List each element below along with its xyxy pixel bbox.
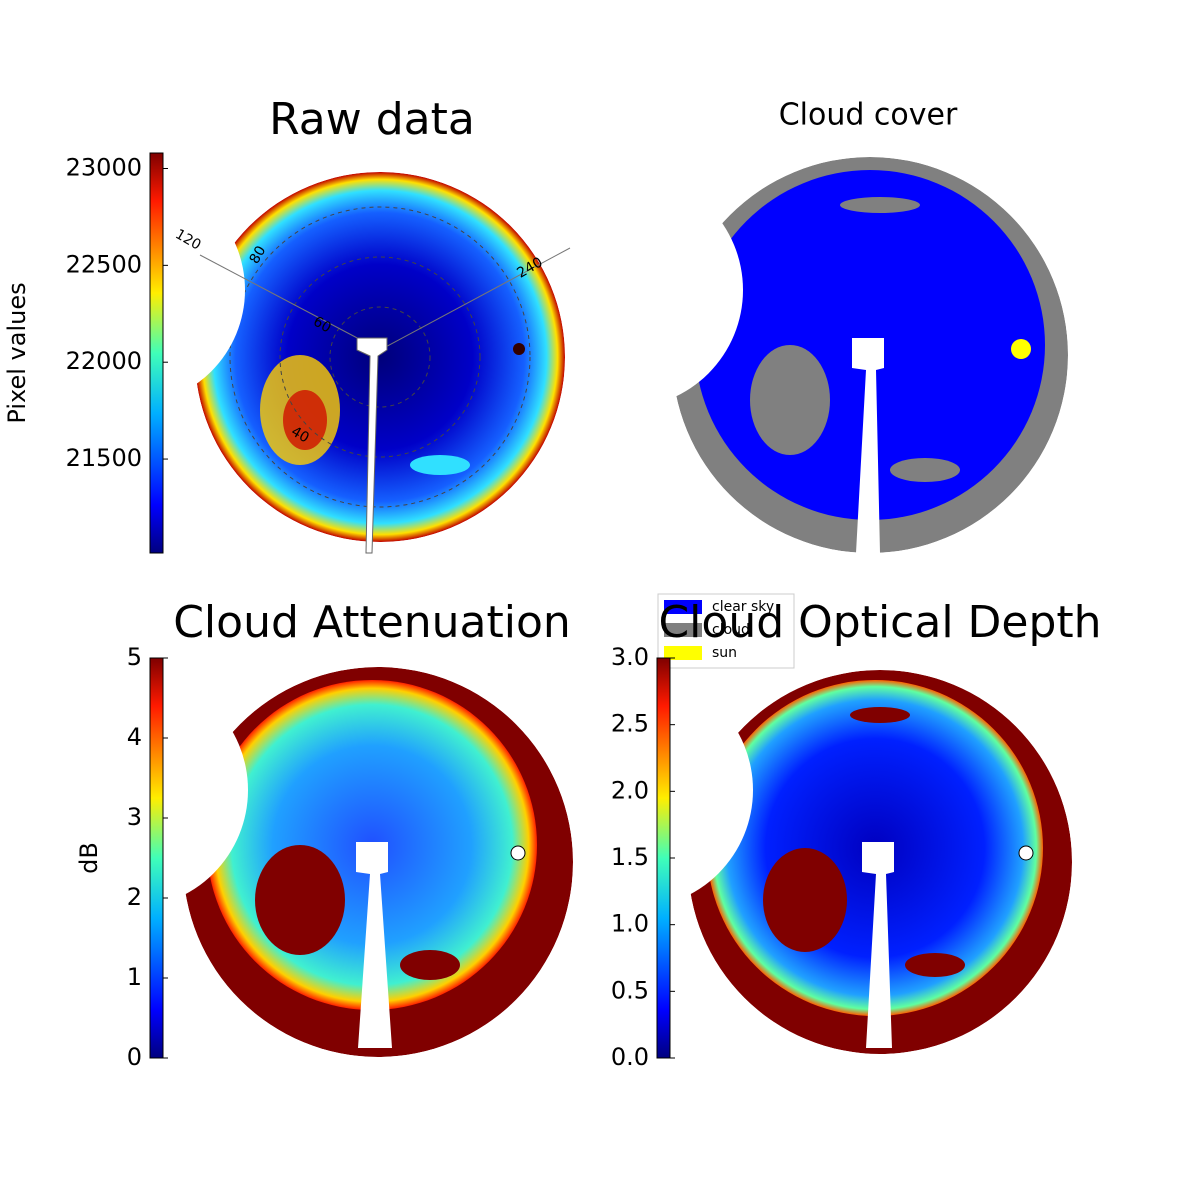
mast bbox=[852, 338, 884, 553]
colorbar-tick-label: 21500 bbox=[66, 444, 142, 472]
colorbar-tick-label: 2.5 bbox=[611, 710, 649, 738]
ring-label: 60 bbox=[310, 314, 333, 337]
panel-title: Raw data bbox=[269, 94, 475, 145]
ring-label: 120 bbox=[172, 226, 203, 253]
legend-patch bbox=[664, 600, 702, 614]
colorbar-tick-label: 1 bbox=[127, 963, 142, 991]
colorbar-tick-label: 1.5 bbox=[611, 843, 649, 871]
mast bbox=[356, 337, 388, 554]
colorbar-tick-label: 3.0 bbox=[611, 643, 649, 671]
legend-label: clear sky bbox=[712, 599, 774, 615]
azimuth-line bbox=[379, 247, 571, 351]
colorbar-tick-label: 0.0 bbox=[611, 1043, 649, 1071]
colorbar-label: dB bbox=[75, 842, 103, 874]
colorbar bbox=[656, 657, 671, 1059]
azimuth-line bbox=[199, 254, 381, 351]
mast bbox=[356, 842, 392, 1048]
colorbar-label: Pixel values bbox=[3, 282, 31, 423]
panel-title: Cloud Attenuation bbox=[173, 597, 571, 648]
colorbar-tick-label: 0 bbox=[127, 1043, 142, 1071]
colorbar-tick-label: 22000 bbox=[66, 347, 142, 375]
colorbar-tick-label: 1.0 bbox=[611, 910, 649, 938]
colorbar-tick-label: 22500 bbox=[66, 250, 142, 278]
panel-title: Cloud cover bbox=[779, 98, 958, 133]
colorbar bbox=[149, 657, 164, 1059]
ring-label: 80 bbox=[247, 243, 270, 266]
colorbar-tick-label: 3 bbox=[127, 803, 142, 831]
legend-patch bbox=[664, 646, 702, 660]
colorbar bbox=[149, 152, 164, 554]
colorbar-tick-label: 2.0 bbox=[611, 776, 649, 804]
legend-label: sun bbox=[712, 645, 737, 661]
mast bbox=[862, 842, 894, 1048]
colorbar-tick-label: 0.5 bbox=[611, 976, 649, 1004]
legend-label: cloud bbox=[712, 622, 750, 638]
legend-patch bbox=[664, 623, 702, 637]
raw-image bbox=[195, 172, 565, 542]
ring-label: 40 bbox=[288, 424, 311, 447]
colorbar-tick-label: 4 bbox=[127, 723, 142, 751]
colorbar-tick-label: 23000 bbox=[66, 153, 142, 181]
panel-title: Cloud Optical Depth bbox=[658, 597, 1101, 648]
colorbar-tick-label: 5 bbox=[127, 643, 142, 671]
colorbar-tick-label: 2 bbox=[127, 883, 142, 911]
